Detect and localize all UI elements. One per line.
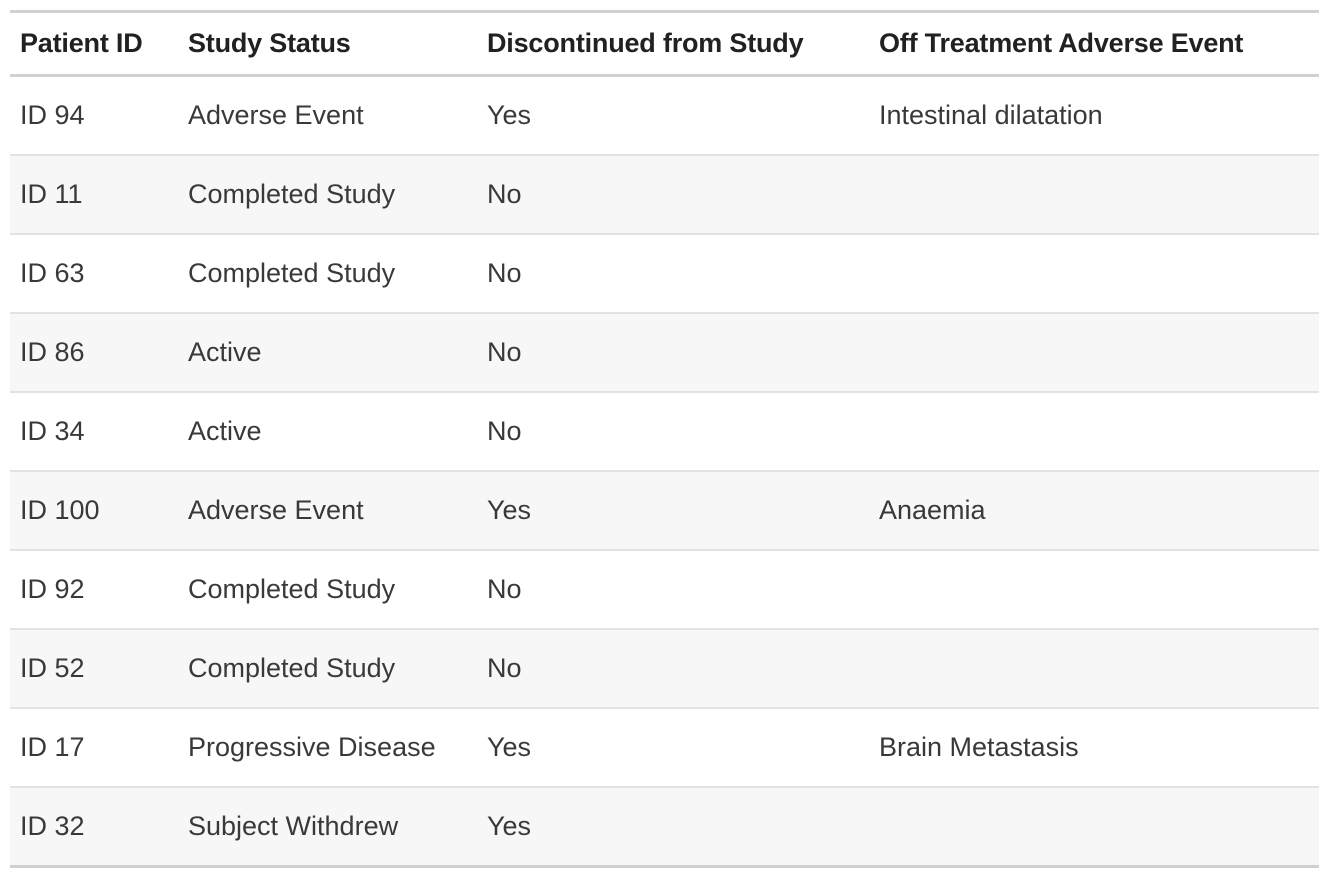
- cell-patient-id[interactable]: ID 86: [20, 337, 85, 368]
- cell-patient-id[interactable]: ID 100: [20, 495, 100, 526]
- cell-patient-id[interactable]: ID 11: [20, 179, 83, 210]
- table-row[interactable]: ID 52 Completed Study No: [10, 630, 1319, 709]
- cell-discontinued[interactable]: No: [487, 337, 522, 368]
- cell-study-status[interactable]: Active: [188, 416, 262, 447]
- patient-study-table: Patient ID Study Status Discontinued fro…: [10, 10, 1319, 868]
- table-row[interactable]: ID 94 Adverse Event Yes Intestinal dilat…: [10, 77, 1319, 156]
- table-row[interactable]: ID 11 Completed Study No: [10, 156, 1319, 235]
- cell-study-status[interactable]: Completed Study: [188, 653, 396, 684]
- cell-study-status[interactable]: Completed Study: [188, 258, 396, 289]
- table-row[interactable]: ID 86 Active No: [10, 314, 1319, 393]
- cell-study-status[interactable]: Progressive Disease: [188, 732, 436, 763]
- cell-discontinued[interactable]: No: [487, 574, 522, 605]
- cell-patient-id[interactable]: ID 32: [20, 811, 85, 842]
- cell-study-status[interactable]: Active: [188, 337, 262, 368]
- cell-patient-id[interactable]: ID 92: [20, 574, 85, 605]
- table-row[interactable]: ID 92 Completed Study No: [10, 551, 1319, 630]
- table-row[interactable]: ID 32 Subject Withdrew Yes: [10, 788, 1319, 865]
- cell-off-treatment-adverse-event[interactable]: Intestinal dilatation: [879, 100, 1103, 131]
- table-row[interactable]: ID 17 Progressive Disease Yes Brain Meta…: [10, 709, 1319, 788]
- column-header-study-status[interactable]: Study Status: [188, 28, 351, 59]
- cell-patient-id[interactable]: ID 94: [20, 100, 85, 131]
- column-header-off-treatment-adverse-event[interactable]: Off Treatment Adverse Event: [879, 28, 1244, 59]
- cell-patient-id[interactable]: ID 63: [20, 258, 85, 289]
- cell-discontinued[interactable]: Yes: [487, 100, 532, 131]
- cell-discontinued[interactable]: Yes: [487, 811, 532, 842]
- column-header-discontinued-from-study[interactable]: Discontinued from Study: [487, 28, 804, 59]
- cell-discontinued[interactable]: No: [487, 653, 522, 684]
- table-row[interactable]: ID 34 Active No: [10, 393, 1319, 472]
- table-row[interactable]: ID 63 Completed Study No: [10, 235, 1319, 314]
- cell-study-status[interactable]: Adverse Event: [188, 100, 364, 131]
- cell-study-status[interactable]: Completed Study: [188, 179, 396, 210]
- table-row[interactable]: ID 100 Adverse Event Yes Anaemia: [10, 472, 1319, 551]
- table-body: ID 94 Adverse Event Yes Intestinal dilat…: [10, 77, 1319, 868]
- cell-discontinued[interactable]: No: [487, 258, 522, 289]
- cell-discontinued[interactable]: No: [487, 179, 522, 210]
- cell-patient-id[interactable]: ID 17: [20, 732, 85, 763]
- cell-study-status[interactable]: Subject Withdrew: [188, 811, 399, 842]
- cell-off-treatment-adverse-event[interactable]: Brain Metastasis: [879, 732, 1079, 763]
- cell-study-status[interactable]: Adverse Event: [188, 495, 364, 526]
- cell-patient-id[interactable]: ID 52: [20, 653, 85, 684]
- cell-study-status[interactable]: Completed Study: [188, 574, 396, 605]
- table-header-row: Patient ID Study Status Discontinued fro…: [10, 10, 1319, 77]
- cell-discontinued[interactable]: Yes: [487, 732, 532, 763]
- cell-discontinued[interactable]: Yes: [487, 495, 532, 526]
- cell-discontinued[interactable]: No: [487, 416, 522, 447]
- cell-patient-id[interactable]: ID 34: [20, 416, 85, 447]
- column-header-patient-id[interactable]: Patient ID: [20, 28, 143, 59]
- cell-off-treatment-adverse-event[interactable]: Anaemia: [879, 495, 986, 526]
